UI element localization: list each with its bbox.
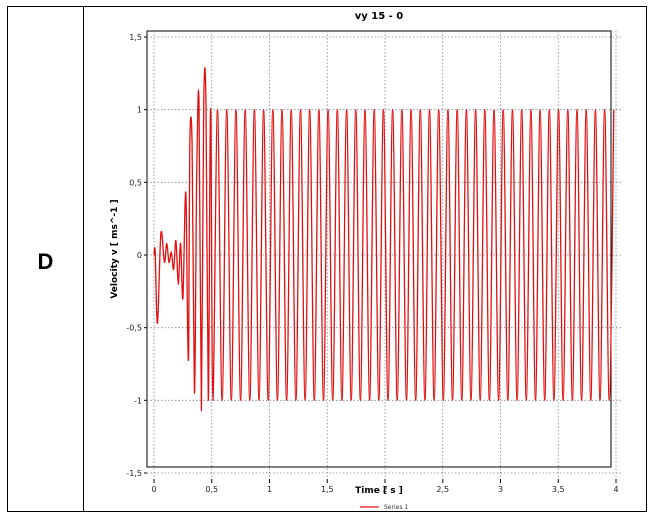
plot-area <box>146 30 612 468</box>
y-tick-label: -1,5 <box>126 469 142 478</box>
y-tick-label: -1 <box>134 396 142 405</box>
y-axis-label: Velocity v [ ms^-1 ] <box>110 199 120 298</box>
x-tick-label: 3,5 <box>552 485 565 494</box>
x-axis-label: Time [ s ] <box>355 486 403 496</box>
series-layer <box>153 67 615 412</box>
x-tick-label: 4 <box>613 485 618 494</box>
x-tick-label: 2,5 <box>436 485 449 494</box>
x-tick-label: 0 <box>151 485 156 494</box>
x-tick-label: 0,5 <box>205 485 218 494</box>
y-tick-label: 1 <box>137 106 142 115</box>
velocity-chart: vy 15 - 0 0 0,5 1 1,5 2 2,5 3 3,5 4 1,5 1 0,5 0 -0,5 -… <box>110 11 621 511</box>
y-tick-label: -0,5 <box>126 324 142 333</box>
x-tick-label: 1 <box>267 485 272 494</box>
x-tick-label: 3 <box>498 485 503 494</box>
panel-frame: D vy 15 - 0 0 0,5 1 1,5 2 2,5 3 3,5 4 1,5 1 0,5 0 -0,… <box>7 6 647 512</box>
y-tick-label: 1,5 <box>129 33 142 42</box>
y-tick-label: 0,5 <box>129 178 142 187</box>
x-tick-label: 1,5 <box>321 485 334 494</box>
panel-divider <box>83 7 84 511</box>
axis-ticks: 0 0,5 1 1,5 2 2,5 3 3,5 4 1,5 1 0,5 0 -0,5 -1 -1,5 <box>126 33 618 494</box>
y-tick-label: 0 <box>137 251 142 260</box>
chart-title: vy 15 - 0 <box>355 11 404 22</box>
legend: Series 1 <box>360 504 408 511</box>
legend-label: Series 1 <box>384 504 408 511</box>
series-1-line <box>153 67 615 412</box>
x-tick-label: 2 <box>382 485 387 494</box>
panel-label: D <box>37 249 54 274</box>
grid-lines <box>147 31 621 479</box>
